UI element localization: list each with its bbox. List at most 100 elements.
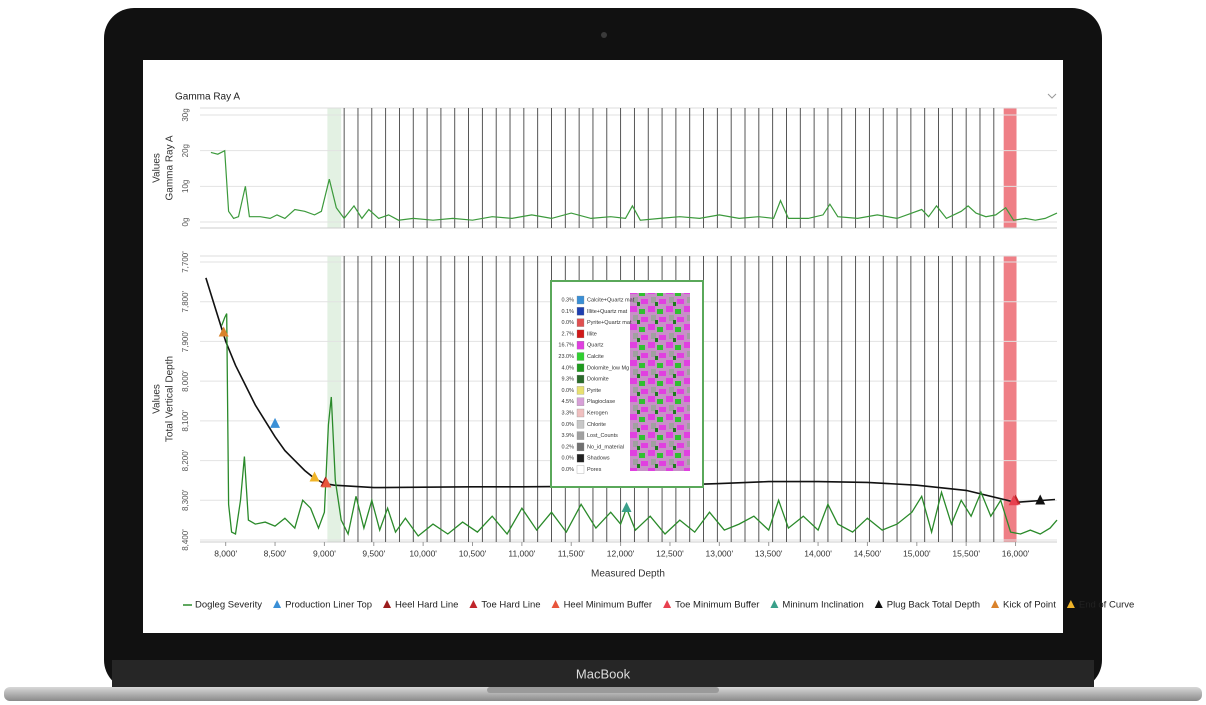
tooltip-swatch [576,307,585,316]
mineral-map [630,293,690,471]
tooltip-percent: 0.0% [561,388,574,394]
tooltip-swatch [576,374,585,384]
tooltip-percent: 0.3% [561,297,574,303]
tooltip-percent: 0.0% [561,456,574,462]
y-tick-label: 7,800' [181,290,190,312]
x-tick-label: 11,500' [558,548,585,558]
x-tick-label: 15,000' [903,548,931,558]
tooltip-label: Pyrite [587,388,601,394]
tooltip-percent: 0.1% [561,309,574,315]
legend-symbol [1066,600,1075,608]
collapse-icon[interactable] [1047,93,1057,99]
y-tick-label: 10g [181,180,190,193]
tooltip-label: No_id_material [587,444,624,450]
legend-symbol [551,600,560,608]
event-marker [218,326,229,337]
tooltip: 0.3% Calcite+Quartz mat 0.1% Illite+Quartz … [550,280,704,488]
data-line [205,277,1056,504]
legend-label: Heel Hard Line [395,600,458,611]
x-tick-label: 14,500' [854,548,882,558]
tooltip-percent: 9.3% [561,377,574,383]
shaded-band [1003,108,1017,228]
legend-label: Mininum Inclination [782,600,863,611]
y-axis-title: Gamma Ray A [165,135,176,200]
tooltip-percent: 3.3% [561,410,574,416]
x-tick-label: 12,500' [656,548,684,558]
shaded-band [327,256,342,542]
shaded-band [327,108,342,228]
y-tick-label: 8,300' [181,489,190,511]
event-marker [1035,494,1046,505]
x-tick-label: 8,000' [214,548,237,558]
tooltip-swatch [576,420,585,429]
tooltip-label: Plagioclase [587,399,615,405]
event-marker [321,477,332,488]
tooltip-percent: 0.0% [561,467,574,473]
y-tick-label: 7,900' [181,330,190,352]
y-axis-title: Total Vertical Depth [165,356,176,442]
tooltip-swatch [576,352,585,361]
tooltip-percent: 0.2% [561,444,574,450]
tooltip-swatch [576,408,585,418]
x-tick-label: 9,000' [313,548,336,558]
legend-symbol [663,600,672,608]
tooltip-swatch [576,295,585,305]
y-tick-label: 8,000' [181,370,190,392]
tooltip-swatch [576,397,585,406]
event-marker [1008,495,1019,506]
y-tick-label: 8,400' [181,529,190,551]
x-tick-label: 12,000' [607,548,635,558]
y-tick-label: 30g [181,108,190,121]
tooltip-label: Kerogen [587,410,608,416]
device-label: MacBook [576,666,631,681]
y-axis-title: Values [152,153,163,183]
laptop-base [4,687,1202,701]
event-marker [621,502,632,513]
x-tick-label: 13,000' [706,548,734,558]
legend-symbol [991,600,1000,608]
y-tick-label: 8,200' [181,449,190,471]
x-tick-label: 11,000' [508,548,535,558]
x-tick-label: 10,500' [459,548,487,558]
legend: Dogleg Severity Production Liner Top Heel … [183,600,1134,611]
legend-label: Kick of Point [1003,600,1056,611]
legend-symbol [770,600,779,608]
tooltip-percent: 3.9% [561,433,574,439]
y-tick-label: 7,700' [181,251,190,273]
legend-symbol [383,600,392,608]
y-tick-label: 0g [181,218,190,227]
plots: 0g 10g 20g 30g 7,700' 7,800' 7,900' 8,000' 8,100… [181,107,1058,558]
tooltip-percent: 16.7% [558,343,574,349]
x-tick-label: 15,500' [952,548,980,558]
tooltip-percent: 23.0% [558,354,574,360]
tooltip-swatch [576,363,585,372]
tooltip-label: Quartz [587,343,604,349]
tooltip-percent: 0.0% [561,422,574,428]
y-axis-title: Values [152,384,163,414]
tooltip-percent: 4.5% [561,399,574,405]
x-tick-label: 10,000' [409,548,437,558]
tooltip-swatch [576,329,585,339]
legend-label: Heel Minimum Buffer [564,600,653,611]
legend-label: Toe Hard Line [481,600,540,611]
x-axis-title: Measured Depth [591,569,665,580]
x-tick-label: 8,500' [264,548,287,558]
legend-symbol [273,600,282,608]
data-line [221,313,1058,537]
tooltip-swatch [576,431,585,440]
tooltip-label: Dolomite_low Mg [587,365,629,371]
legend-symbol [874,600,883,608]
camera [601,32,607,38]
tooltip-percent: 2.7% [561,331,574,337]
event-marker [309,471,320,482]
legend-label: Toe Minimum Buffer [675,600,759,611]
tooltip-label: Pyrite+Quartz mat [587,320,632,326]
tooltip-swatch [576,454,585,463]
x-tick-label: 13,500' [755,548,783,558]
legend-label: End of Curve [1079,600,1134,611]
y-tick-label: 8,100' [181,410,190,432]
tooltip-label: Illite [587,331,597,337]
tooltip-label: Chlorite [587,422,606,428]
legend-symbol [469,600,478,608]
x-tick-label: 9,500' [362,548,385,558]
